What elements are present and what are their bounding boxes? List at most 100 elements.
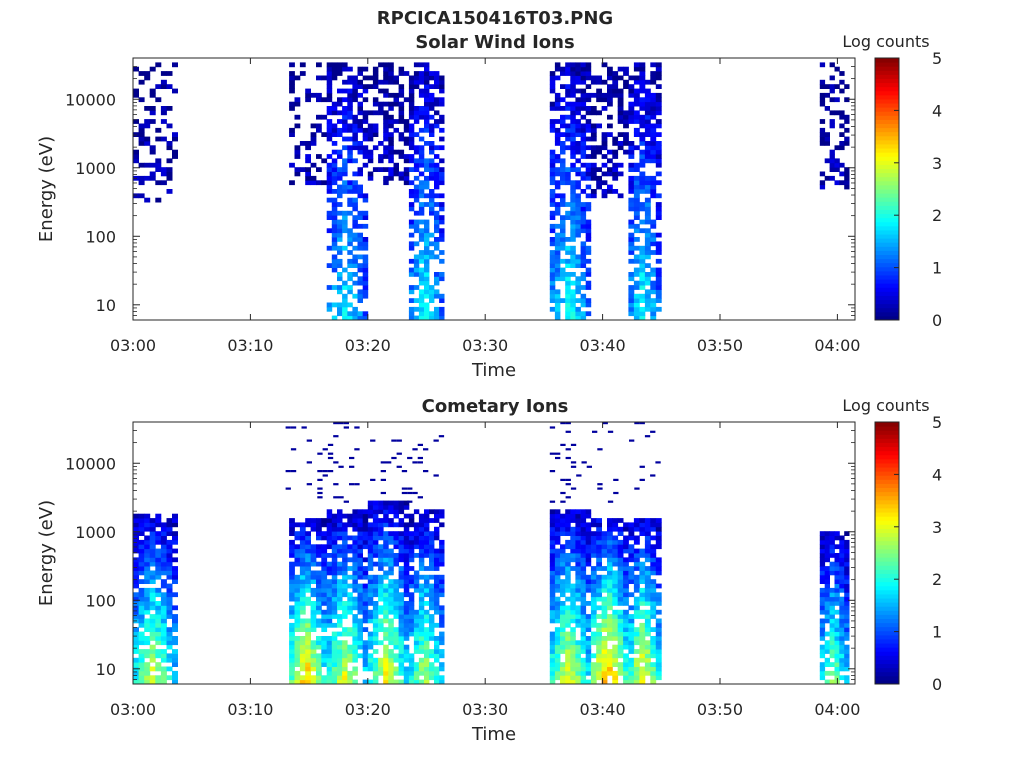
spectrogram-cell (424, 106, 430, 111)
spectrogram-cell (633, 254, 640, 260)
spectrogram-cell (398, 535, 405, 541)
spectrogram-cell (367, 583, 374, 589)
spectrogram-cell (560, 526, 566, 532)
spectrogram-cell (650, 557, 657, 563)
spectrogram-cell (357, 596, 363, 602)
spectrogram-cell (570, 596, 576, 602)
spectrogram-cell (655, 601, 662, 606)
spectrogram-cell (294, 583, 301, 589)
spectrogram-cell (160, 666, 167, 672)
spectrogram-cell (650, 679, 657, 685)
spectrogram-cell (612, 92, 619, 98)
spectrogram-cell (337, 223, 343, 229)
spectrogram-cell (585, 531, 592, 536)
colorbar-segment (875, 201, 899, 206)
spectrogram-cell (644, 618, 651, 624)
spectrogram-cell (418, 92, 425, 98)
spectrogram-cell (393, 101, 399, 107)
spectrogram-cell (424, 88, 430, 94)
spectrogram-cell (575, 618, 581, 624)
spectrogram-cell (326, 189, 333, 194)
spectrogram-cell (383, 509, 389, 515)
spectrogram-cell (372, 505, 379, 510)
spectrogram-cell (834, 158, 840, 164)
spectrogram-cell (628, 101, 635, 107)
spectrogram-cell (418, 614, 425, 619)
cometary-panel: Cometary Ions 03:00 03:10 03:20 03:30 03:40 0… (36, 396, 942, 745)
spectrogram-cell (338, 465, 344, 468)
spectrogram-cell (408, 662, 415, 667)
spectrogram-cell (398, 119, 405, 124)
spectrogram-cell (316, 675, 322, 681)
spectrogram-cell (289, 132, 295, 137)
spectrogram-cell (352, 306, 358, 312)
spectrogram-cell (299, 535, 306, 541)
spectrogram-cell (138, 666, 145, 672)
spectrogram-cell (166, 175, 173, 181)
spectrogram-cell (133, 561, 139, 567)
spectrogram-cell (352, 114, 358, 120)
spectrogram-cell (597, 448, 603, 451)
spectrogram-cell (570, 223, 576, 229)
spectrogram-cell (580, 75, 587, 81)
colorbar-segment (875, 516, 899, 521)
spectrogram-cell (565, 145, 571, 151)
spectrogram-cell (633, 237, 640, 242)
spectrogram-cell (585, 522, 592, 528)
spectrogram-cell (601, 596, 608, 602)
spectrogram-cell (289, 592, 295, 598)
spectrogram-cell (357, 622, 363, 628)
spectrogram-cell (299, 531, 306, 536)
spectrogram-cell (305, 675, 311, 681)
spectrogram-cell (570, 84, 576, 89)
spectrogram-cell (388, 622, 394, 628)
cometary-colorbar-label: Log counts (842, 396, 929, 415)
spectrogram-cell (633, 180, 640, 186)
spectrogram-cell (617, 119, 624, 124)
spectrogram-cell (354, 448, 360, 451)
colorbar-segment (875, 307, 899, 313)
spectrogram-cell (388, 570, 394, 576)
spectrogram-cell (294, 614, 301, 619)
spectrogram-cell (819, 570, 826, 576)
spectrogram-cell (570, 206, 576, 212)
spectrogram-cell (357, 193, 363, 199)
spectrogram-cell (149, 149, 156, 155)
spectrogram-cell (429, 141, 435, 146)
spectrogram-cell (352, 670, 358, 676)
spectrogram-cell (585, 640, 592, 646)
spectrogram-cell (844, 653, 850, 659)
spectrogram-cell (424, 531, 430, 536)
spectrogram-cell (655, 215, 662, 220)
spectrogram-cell (438, 435, 445, 438)
spectrogram-cell (554, 311, 561, 317)
spectrogram-cell (639, 622, 646, 628)
spectrogram-cell (149, 601, 156, 606)
colorbar-segment (875, 430, 899, 435)
spectrogram-cell (650, 175, 657, 181)
spectrogram-cell (565, 448, 571, 451)
spectrogram-cell (585, 579, 592, 584)
spectrogram-cell (155, 158, 162, 164)
spectrogram-cell (413, 84, 420, 89)
spectrogram-cell (347, 557, 353, 563)
spectrogram-cell (570, 141, 576, 146)
colorbar-segment (875, 643, 899, 648)
spectrogram-cell (434, 315, 440, 321)
colorbar-segment (875, 618, 899, 624)
spectrogram-cell (289, 670, 295, 676)
spectrogram-cell (362, 539, 369, 545)
spectrogram-cell (549, 518, 556, 523)
spectrogram-cell (613, 491, 619, 495)
spectrogram-cell (650, 75, 657, 81)
spectrogram-cell (650, 237, 657, 242)
spectrogram-cell (655, 132, 662, 137)
spectrogram-cell (829, 653, 835, 659)
spectrogram-cell (326, 245, 333, 251)
spectrogram-cell (628, 298, 635, 303)
spectrogram-cell (834, 535, 840, 541)
spectrogram-cell (655, 97, 662, 103)
spectrogram-cell (834, 640, 840, 646)
spectrogram-cell (321, 618, 328, 624)
spectrogram-cell (166, 557, 173, 563)
